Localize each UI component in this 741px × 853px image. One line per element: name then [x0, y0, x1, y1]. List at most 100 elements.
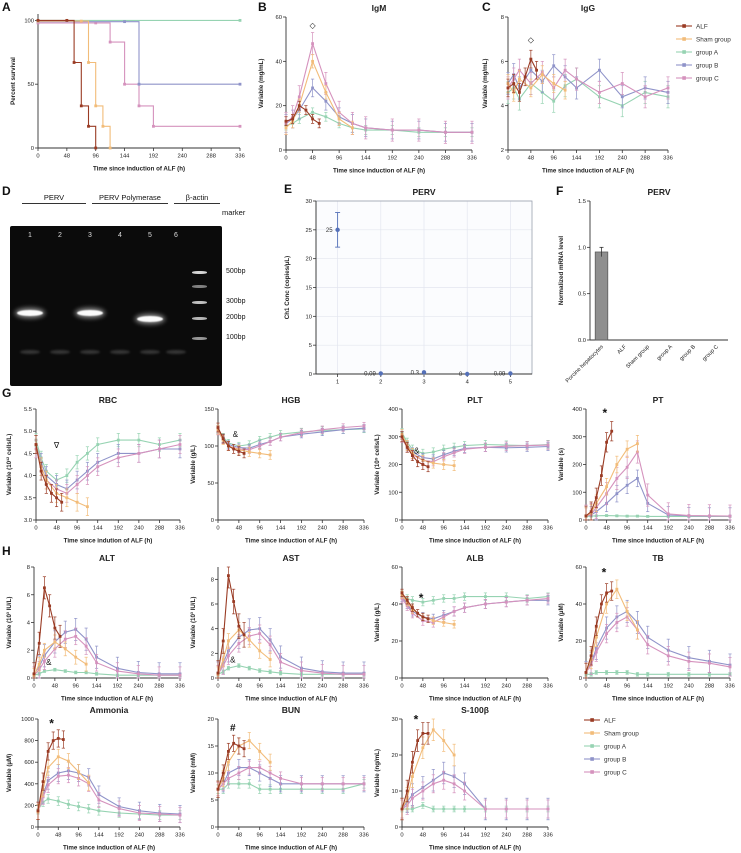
svg-text:400: 400 — [388, 407, 398, 413]
gel-group-label: PERV Polymerase — [92, 194, 168, 204]
svg-text:3: 3 — [422, 380, 425, 386]
gel-group-label: PERV — [22, 194, 86, 204]
svg-text:ALB: ALB — [466, 553, 483, 563]
svg-text:48: 48 — [420, 684, 426, 690]
svg-text:BUN: BUN — [282, 705, 300, 715]
svg-text:0.0: 0.0 — [578, 338, 586, 344]
svg-text:144: 144 — [643, 684, 653, 690]
svg-text:192: 192 — [297, 526, 307, 532]
svg-text:20: 20 — [576, 639, 582, 645]
svg-text:&: & — [233, 430, 239, 439]
svg-text:240: 240 — [501, 526, 511, 532]
svg-text:30: 30 — [306, 199, 312, 205]
legend: ALF Sham group group A group B group C — [582, 712, 678, 792]
svg-text:*: * — [49, 717, 54, 731]
svg-text:336: 336 — [359, 684, 369, 690]
svg-text:240: 240 — [684, 526, 694, 532]
svg-text:Sham group: Sham group — [696, 36, 731, 43]
panel-label-d: D — [2, 184, 11, 198]
svg-text:3.0: 3.0 — [24, 518, 32, 524]
svg-text:48: 48 — [64, 154, 70, 160]
svg-text:336: 336 — [725, 526, 735, 532]
svg-text:0: 0 — [395, 825, 398, 831]
svg-text:◇: ◇ — [528, 35, 535, 44]
svg-text:240: 240 — [317, 684, 327, 690]
svg-text:Time since induction of ALF (h: Time since induction of ALF (h) — [245, 696, 337, 703]
svg-text:group B: group B — [696, 62, 718, 69]
svg-text:96: 96 — [256, 526, 262, 532]
gel-marker-band — [192, 271, 207, 274]
svg-text:group B: group B — [679, 344, 697, 362]
gel-size-label: 200bp — [226, 314, 246, 321]
svg-text:group A: group A — [696, 49, 719, 56]
svg-text:48: 48 — [528, 156, 534, 162]
svg-text:5.5: 5.5 — [24, 407, 32, 413]
svg-text:Time since induction of ALF (h: Time since induction of ALF (h) — [93, 166, 185, 173]
svg-text:336: 336 — [725, 684, 735, 690]
alb-chart: 0 20 40 60 0 48 96 144 192 240 288 336 Time since in… — [372, 552, 556, 704]
svg-text:2: 2 — [379, 380, 382, 386]
panel-label-e: E — [284, 182, 293, 196]
svg-text:336: 336 — [543, 684, 553, 690]
gel-marker-band — [192, 285, 207, 288]
svg-text:5: 5 — [509, 380, 512, 386]
svg-text:&: & — [414, 446, 420, 455]
svg-text:192: 192 — [481, 684, 491, 690]
svg-text:0: 0 — [395, 676, 398, 682]
svg-text:Time since induction of ALF (h: Time since induction of ALF (h) — [245, 845, 337, 852]
svg-text:ALF: ALF — [696, 23, 708, 30]
svg-text:48: 48 — [52, 684, 58, 690]
svg-text:288: 288 — [522, 684, 532, 690]
svg-text:0.5: 0.5 — [578, 292, 586, 298]
svg-text:48: 48 — [53, 526, 59, 532]
svg-text:336: 336 — [663, 156, 673, 162]
svg-text:Time since induction of ALF (h: Time since induction of ALF (h) — [333, 168, 425, 175]
svg-text:48: 48 — [55, 833, 61, 839]
svg-text:48: 48 — [236, 526, 242, 532]
svg-text:144: 144 — [361, 156, 371, 162]
gel-band — [17, 310, 43, 316]
svg-text:6: 6 — [501, 59, 504, 65]
svg-text:ALF: ALF — [604, 717, 616, 724]
svg-text:Variable (mg/mL): Variable (mg/mL) — [258, 59, 265, 109]
svg-text:0.09: 0.09 — [494, 371, 506, 377]
pt-chart: 0 100 200 300 400 0 48 96 144 192 240 288 336 Time si… — [556, 394, 738, 546]
svg-text:400: 400 — [24, 782, 34, 788]
svg-text:336: 336 — [359, 833, 369, 839]
svg-text:10: 10 — [392, 789, 398, 795]
svg-text:240: 240 — [317, 833, 327, 839]
svg-text:20: 20 — [276, 104, 282, 110]
svg-text:192: 192 — [663, 526, 673, 532]
svg-text:144: 144 — [92, 684, 102, 690]
svg-text:2: 2 — [501, 148, 504, 154]
svg-text:40: 40 — [392, 602, 398, 608]
svg-text:336: 336 — [467, 156, 477, 162]
svg-text:288: 288 — [705, 526, 715, 532]
gel-lane-number: 2 — [58, 232, 62, 239]
svg-text:288: 288 — [441, 156, 451, 162]
svg-text:300: 300 — [572, 435, 582, 441]
svg-text:48: 48 — [420, 833, 426, 839]
svg-text:192: 192 — [595, 156, 605, 162]
svg-text:0: 0 — [400, 526, 403, 532]
svg-text:288: 288 — [338, 833, 348, 839]
svg-text:6: 6 — [211, 602, 214, 608]
svg-text:group A: group A — [656, 344, 674, 362]
svg-text:ALT: ALT — [99, 553, 116, 563]
svg-text:48: 48 — [236, 684, 242, 690]
svg-text:0: 0 — [506, 156, 509, 162]
gel-lane-number: 5 — [148, 232, 152, 239]
svg-text:288: 288 — [640, 156, 650, 162]
svg-text:96: 96 — [256, 684, 262, 690]
svg-text:Variable (ng/mL): Variable (ng/mL) — [374, 749, 381, 797]
gel-faint-band — [166, 350, 186, 354]
gel-size-label: 300bp — [226, 298, 246, 305]
panel-label-f: F — [556, 184, 564, 198]
svg-text:288: 288 — [155, 833, 165, 839]
svg-text:96: 96 — [256, 833, 262, 839]
svg-text:3.5: 3.5 — [24, 496, 32, 502]
svg-text:ALF: ALF — [616, 344, 628, 356]
svg-text:Time since induction of ALF (h: Time since induction of ALF (h) — [245, 538, 337, 545]
svg-text:Variable (s): Variable (s) — [558, 448, 565, 481]
svg-text:∇: ∇ — [53, 441, 60, 450]
